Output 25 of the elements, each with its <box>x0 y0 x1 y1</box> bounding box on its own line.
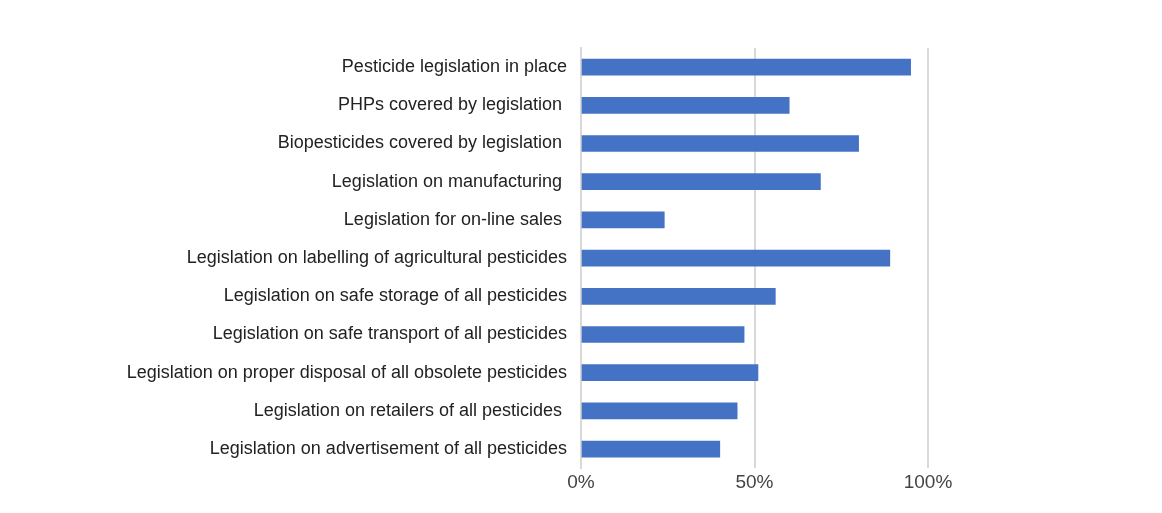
y-tick-label: Legislation on retailers of all pesticides <box>253 399 567 420</box>
bar <box>581 402 738 420</box>
bar <box>581 440 721 458</box>
y-tick-label: Legislation on proper disposal of all obsolete pesticides <box>126 361 567 382</box>
bar <box>581 135 859 152</box>
y-tick-label: Legislation on labelling of agricultural pesticides <box>186 247 567 268</box>
bar <box>581 249 891 267</box>
y-tick-label: PHPs covered by legislation <box>337 94 567 115</box>
y-tick-label: Legislation for on-line sales <box>343 208 567 229</box>
bar <box>581 58 911 76</box>
y-tick-label: Pesticide legislation in place <box>341 56 567 77</box>
bar <box>581 96 790 114</box>
bar <box>581 287 776 305</box>
x-tick-label: 50% <box>735 470 774 492</box>
y-tick-label: Legislation on advertisement of all pesticides <box>209 438 567 459</box>
y-tick-label: Legislation on manufacturing <box>331 170 567 191</box>
bar <box>581 364 759 382</box>
y-tick-label: Biopesticides covered by legislation <box>277 132 567 153</box>
y-tick-label: Legislation on safe storage of all pesticides <box>223 285 567 306</box>
bar <box>581 211 665 229</box>
x-tick-label: 100% <box>903 470 953 492</box>
bar <box>581 326 745 343</box>
x-tick-label: 0% <box>567 470 595 492</box>
y-tick-label: Legislation on safe transport of all pesticides <box>212 323 567 344</box>
bar <box>581 173 821 191</box>
